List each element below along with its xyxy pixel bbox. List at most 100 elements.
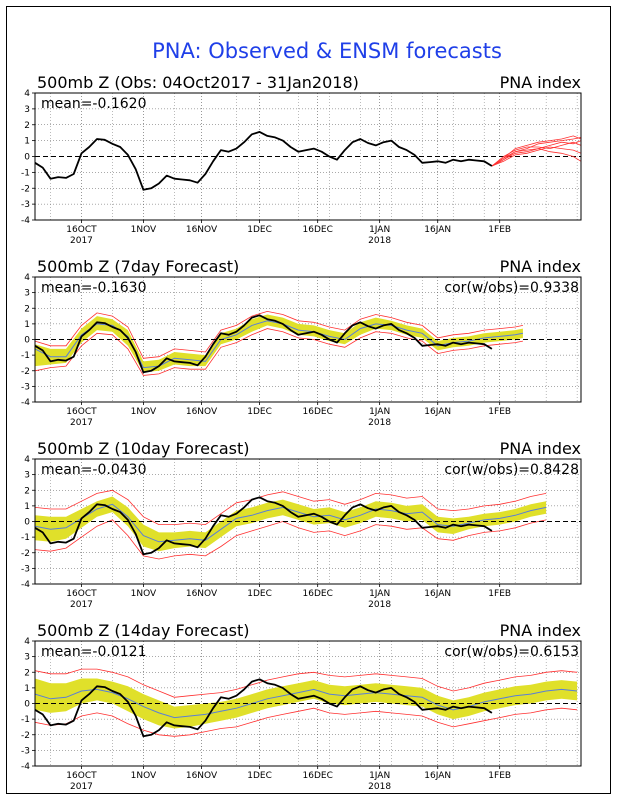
ensemble-range-lower <box>34 519 547 560</box>
x-tick-label: 16NOV <box>186 771 218 781</box>
panel-index-label: PNA index <box>500 73 581 92</box>
ensemble-mean-line <box>34 688 578 719</box>
observed-line <box>34 678 493 738</box>
x-tick-label: 16OCT <box>66 771 97 781</box>
y-tick-label: -2 <box>21 184 30 194</box>
x-tick-year: 2017 <box>70 600 93 610</box>
forecast-member-line <box>491 148 582 167</box>
x-tick-label: 1FEB <box>488 225 511 235</box>
chart-panel-4: 500mb Z (14day Forecast) PNA index mean=-0… <box>21 621 582 792</box>
y-tick-label: 3 <box>24 471 30 481</box>
correlation-label: cor(w/obs)=0.6153 <box>444 644 579 660</box>
y-tick-label: 3 <box>24 105 30 115</box>
chart-panel-1: 500mb Z (Obs: 04Oct2017 - 31Jan2018) PNA … <box>21 73 582 246</box>
y-tick-label: -1 <box>21 715 30 725</box>
panel-title: 500mb Z (7day Forecast) <box>37 257 239 276</box>
correlation-label: cor(w/obs)=0.8428 <box>444 462 579 478</box>
forecast-member-line <box>491 141 582 167</box>
y-tick-label: -4 <box>21 398 30 408</box>
x-tick-year: 2018 <box>368 236 391 246</box>
mean-label: mean=-0.1630 <box>41 280 146 296</box>
x-tick-year: 2018 <box>368 600 391 610</box>
observed-line <box>34 496 493 556</box>
forecast-member-line <box>491 137 582 167</box>
x-tick-label: 1DEC <box>247 589 272 599</box>
figure-title: PNA: Observed & ENSM forecasts <box>152 39 502 63</box>
y-tick-label: -3 <box>21 746 30 756</box>
panel-title: 500mb Z (14day Forecast) <box>37 621 249 640</box>
chart-panel-3: 500mb Z (10day Forecast) PNA index mean=-0… <box>21 439 582 610</box>
x-tick-label: 1DEC <box>247 407 272 417</box>
x-tick-label: 1FEB <box>488 771 511 781</box>
x-tick-label: 16OCT <box>66 225 97 235</box>
x-tick-label: 1NOV <box>131 407 157 417</box>
x-tick-label: 1NOV <box>131 225 157 235</box>
ensemble-mean-line <box>34 503 547 543</box>
y-tick-label: 2 <box>24 486 30 496</box>
x-tick-year: 2018 <box>368 782 391 792</box>
y-tick-label: 2 <box>24 668 30 678</box>
x-tick-label: 1NOV <box>131 589 157 599</box>
y-tick-label: 1 <box>24 502 30 512</box>
y-tick-label: 1 <box>24 137 30 147</box>
x-tick-label: 16DEC <box>303 407 333 417</box>
correlation-label: cor(w/obs)=0.9338 <box>444 280 579 296</box>
x-tick-year: 2017 <box>70 236 93 246</box>
mean-label: mean=-0.0430 <box>41 462 146 478</box>
x-tick-label: 16OCT <box>66 589 97 599</box>
y-tick-label: 1 <box>24 320 30 330</box>
x-tick-label: 16DEC <box>303 589 333 599</box>
x-tick-label: 16JAN <box>424 225 451 235</box>
y-tick-label: 0 <box>24 518 30 528</box>
y-tick-label: -4 <box>21 762 30 772</box>
ensemble-spread-band <box>35 496 547 552</box>
x-tick-label: 16NOV <box>186 225 218 235</box>
y-tick-label: -1 <box>21 351 30 361</box>
x-tick-label: 16NOV <box>186 407 218 417</box>
x-tick-year: 2018 <box>368 418 391 428</box>
y-tick-label: -1 <box>21 168 30 178</box>
x-tick-label: 1JAN <box>369 771 390 781</box>
y-tick-label: -3 <box>21 200 30 210</box>
panel-title: 500mb Z (Obs: 04Oct2017 - 31Jan2018) <box>37 73 359 92</box>
x-tick-label: 1FEB <box>488 589 511 599</box>
ensemble-spread-band <box>35 314 523 373</box>
panel-index-label: PNA index <box>500 439 581 458</box>
x-tick-label: 1DEC <box>247 771 272 781</box>
y-tick-label: -3 <box>21 564 30 574</box>
ensemble-range-upper <box>34 668 578 698</box>
x-tick-label: 1JAN <box>369 589 390 599</box>
ensemble-range-lower <box>34 707 578 737</box>
y-tick-label: -2 <box>21 731 30 741</box>
panel-title: 500mb Z (10day Forecast) <box>37 439 249 458</box>
x-tick-label: 16DEC <box>303 771 333 781</box>
x-tick-label: 1DEC <box>247 225 272 235</box>
observed-line <box>34 131 493 191</box>
chart-panel-2: 500mb Z (7day Forecast) PNA index mean=-0.… <box>21 257 582 428</box>
y-tick-label: 2 <box>24 304 30 314</box>
observed-line <box>34 314 493 374</box>
ensemble-range-upper <box>34 310 523 359</box>
mean-label: mean=-0.1620 <box>41 96 146 112</box>
y-tick-label: 4 <box>24 637 30 647</box>
y-tick-label: -2 <box>21 549 30 559</box>
y-tick-label: 1 <box>24 684 30 694</box>
y-tick-label: 3 <box>24 289 30 299</box>
panel-index-label: PNA index <box>500 257 581 276</box>
y-tick-label: -4 <box>21 580 30 590</box>
x-tick-label: 16JAN <box>424 589 451 599</box>
y-tick-label: -4 <box>21 216 30 226</box>
x-tick-label: 16JAN <box>424 771 451 781</box>
x-tick-label: 1JAN <box>369 407 390 417</box>
y-tick-label: 2 <box>24 121 30 131</box>
forecast-member-line <box>491 146 582 167</box>
y-tick-label: 0 <box>24 336 30 346</box>
y-tick-label: 4 <box>24 455 30 465</box>
y-tick-label: 3 <box>24 653 30 663</box>
figure-frame <box>6 6 611 794</box>
ensemble-range-upper <box>34 489 547 526</box>
x-tick-label: 16JAN <box>424 407 451 417</box>
x-tick-label: 1NOV <box>131 771 157 781</box>
x-tick-label: 16DEC <box>303 225 333 235</box>
